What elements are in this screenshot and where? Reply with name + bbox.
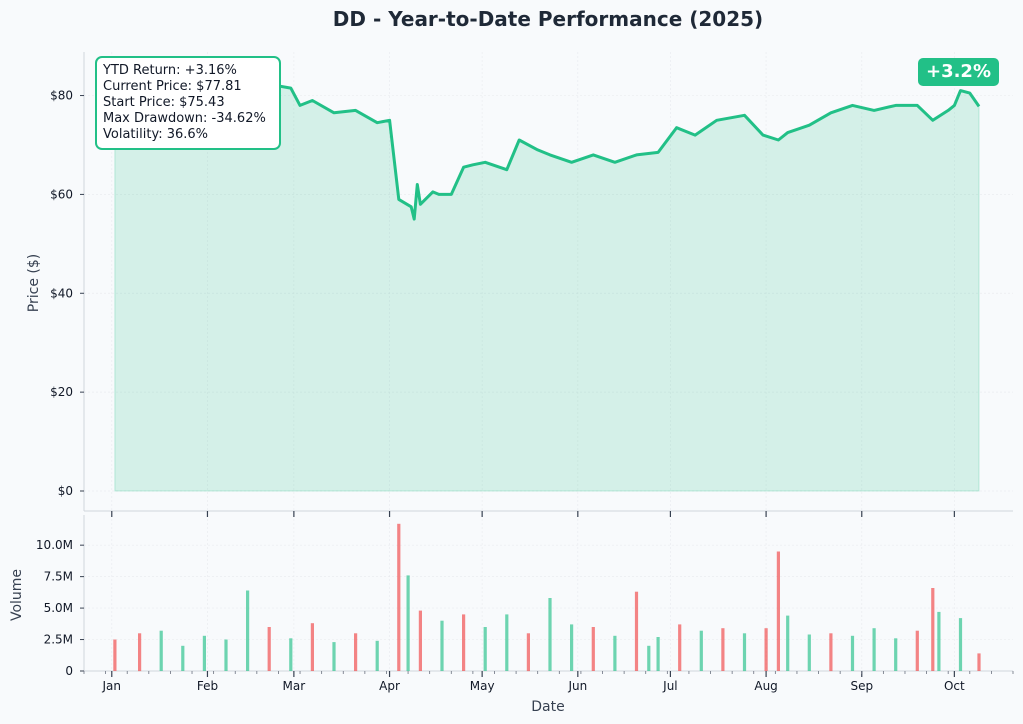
volume-bar bbox=[776, 551, 780, 671]
volume-bar bbox=[977, 653, 981, 671]
volume-bar bbox=[548, 598, 552, 671]
volume-y-axis-label: Volume bbox=[9, 569, 25, 621]
volume-bar bbox=[418, 610, 422, 671]
volume-bar bbox=[931, 588, 935, 671]
volume-bars bbox=[113, 523, 981, 672]
volatility-text: Volatility: 36.6% bbox=[103, 127, 209, 142]
price-y-tick-label: $40 bbox=[50, 286, 73, 300]
x-tick-label: Mar bbox=[283, 679, 306, 693]
volume-bar bbox=[310, 623, 314, 671]
volume-y-tick-label: 2.5M bbox=[44, 633, 73, 647]
volume-bar bbox=[937, 611, 941, 671]
x-ticks: Jan Feb Mar Apr May Jun Jul Aug Sep Oct bbox=[83, 511, 1014, 693]
x-tick-label: Jun bbox=[567, 679, 587, 693]
price-y-ticks: $0 $20 $40 $60 $80 bbox=[50, 89, 84, 498]
volume-bar bbox=[224, 639, 228, 671]
volume-bar bbox=[570, 624, 574, 671]
volume-bar bbox=[829, 633, 833, 672]
volume-bar bbox=[764, 628, 768, 671]
return-badge: +3.2% bbox=[918, 58, 999, 86]
volume-bar bbox=[375, 640, 379, 671]
volume-bar bbox=[397, 523, 401, 671]
volume-bar bbox=[289, 638, 293, 671]
volume-bar bbox=[440, 620, 444, 671]
price-line bbox=[114, 74, 981, 221]
x-tick-label: Sep bbox=[850, 679, 873, 693]
volume-bar bbox=[138, 633, 142, 672]
volume-bar bbox=[647, 645, 651, 671]
volume-bar bbox=[332, 642, 336, 671]
price-axes bbox=[83, 52, 1013, 512]
x-axis-label: Date bbox=[531, 699, 564, 715]
volume-bar bbox=[807, 634, 811, 671]
volume-bar bbox=[462, 614, 466, 671]
volume-bar bbox=[181, 645, 185, 671]
volume-bar bbox=[958, 618, 963, 671]
volume-bar bbox=[483, 627, 487, 671]
price-y-tick-label: $80 bbox=[50, 89, 73, 103]
volume-y-ticks: 0 2.5M 5.0M 7.5M 10.0M bbox=[36, 538, 84, 678]
price-y-tick-label: $60 bbox=[50, 187, 73, 201]
volume-bar bbox=[742, 633, 747, 672]
x-tick-label: May bbox=[470, 679, 495, 693]
volume-bar bbox=[634, 591, 639, 671]
x-tick-label: Jul bbox=[662, 679, 677, 693]
volume-y-tick-label: 0 bbox=[65, 664, 73, 678]
price-y-tick-label: $20 bbox=[50, 385, 73, 399]
max-drawdown-text: Max Drawdown: -34.62% bbox=[103, 111, 266, 126]
volume-bar bbox=[721, 628, 725, 671]
volume-bar bbox=[113, 639, 117, 671]
volume-bar bbox=[591, 627, 595, 671]
price-y-tick-label: $0 bbox=[58, 484, 73, 498]
volume-bar bbox=[786, 615, 790, 671]
x-tick-label: Oct bbox=[944, 679, 965, 693]
stats-box: YTD Return: +3.16% Current Price: $77.81… bbox=[95, 56, 281, 150]
x-tick-label: Aug bbox=[754, 679, 777, 693]
start-price-text: Start Price: $75.43 bbox=[103, 95, 225, 110]
ytd-return-text: YTD Return: +3.16% bbox=[103, 63, 237, 78]
volume-y-tick-label: 7.5M bbox=[44, 570, 73, 584]
x-tick-label: Jan bbox=[102, 679, 122, 693]
volume-bar bbox=[656, 637, 660, 671]
volume-bar bbox=[526, 633, 530, 672]
volume-bar bbox=[915, 630, 919, 671]
volume-bar bbox=[872, 628, 876, 671]
volume-y-tick-label: 5.0M bbox=[44, 601, 73, 615]
volume-bar bbox=[505, 614, 509, 671]
volume-bar bbox=[850, 635, 855, 671]
volume-bar bbox=[894, 638, 898, 671]
volume-y-tick-label: 10.0M bbox=[36, 538, 73, 552]
volume-bar bbox=[354, 633, 358, 672]
x-tick-label: Apr bbox=[379, 679, 400, 693]
volume-bar bbox=[406, 575, 410, 671]
chart-title: DD - Year-to-Date Performance (2025) bbox=[333, 7, 763, 31]
volume-bar bbox=[267, 627, 271, 671]
price-y-axis-label: Price ($) bbox=[26, 254, 42, 312]
volume-bar bbox=[699, 630, 703, 671]
x-tick-label: Feb bbox=[197, 679, 218, 693]
volume-bar bbox=[613, 635, 617, 671]
volume-bar bbox=[246, 590, 250, 671]
volume-bar bbox=[678, 624, 682, 671]
volume-bar bbox=[159, 630, 163, 671]
current-price-text: Current Price: $77.81 bbox=[103, 79, 242, 94]
volume-bar bbox=[202, 635, 206, 671]
